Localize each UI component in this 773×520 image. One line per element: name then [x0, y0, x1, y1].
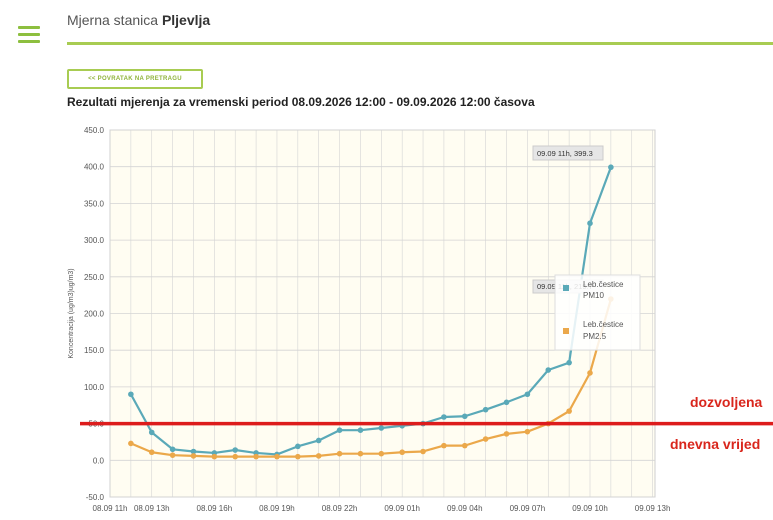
data-point [441, 414, 447, 420]
data-point [461, 442, 468, 449]
data-point [503, 431, 510, 437]
concentration-chart: -50.00.050.0100.0150.0200.0250.0300.0350… [68, 126, 773, 513]
y-tick-label: 100.0 [84, 383, 105, 392]
data-point [566, 359, 572, 366]
x-tick-label: 09.09 10h [572, 504, 608, 513]
y-tick-label: 300.0 [84, 236, 105, 245]
y-tick-label: 250.0 [84, 273, 105, 282]
limit-annotation-line2: dnevna vrijed [670, 436, 761, 452]
station-prefix: Mjerna stanica [67, 12, 159, 28]
x-tick-label: 09.09 07h [510, 504, 546, 513]
data-point [315, 453, 322, 459]
data-point [587, 370, 593, 376]
series-line-0 [129, 166, 612, 456]
data-point [148, 449, 155, 456]
legend-label: Leb.čestice [583, 320, 624, 329]
hamburger-menu-icon[interactable] [18, 26, 40, 44]
menu-bar [18, 26, 40, 29]
data-point [566, 408, 572, 414]
data-point [128, 440, 134, 447]
data-point [169, 452, 176, 458]
data-point [211, 453, 218, 460]
data-point [545, 367, 552, 373]
legend-box [554, 274, 641, 351]
data-point [315, 437, 322, 444]
station-name: Pljevlja [161, 12, 211, 28]
x-tick-label: 08.09 19h [259, 504, 295, 513]
legend-label: Leb.čestice [583, 280, 624, 289]
y-tick-label: 450.0 [84, 126, 105, 135]
y-tick-label: 150.0 [84, 346, 105, 355]
data-point [608, 164, 614, 171]
y-tick-label: -50.0 [86, 493, 105, 502]
data-point [420, 448, 426, 455]
data-point [336, 427, 343, 434]
x-tick-label: 09.09 13h [635, 504, 671, 513]
x-tick-label: 09.09 01h [384, 504, 420, 513]
y-tick-label: 0.0 [93, 456, 105, 465]
y-tick-label: 400.0 [84, 163, 105, 172]
menu-bar [18, 33, 40, 36]
limit-annotation-line1: dozvoljena [690, 394, 763, 410]
data-point [482, 436, 489, 442]
data-point [357, 427, 364, 434]
back-to-search-button[interactable]: << POVRATAK NA PRETRAGU [67, 69, 203, 89]
menu-bar [18, 40, 40, 43]
data-point [190, 453, 197, 459]
data-point [482, 406, 489, 413]
data-point [295, 443, 301, 450]
data-point [169, 446, 176, 453]
data-point [399, 449, 405, 456]
legend-swatch-pm10 [563, 285, 569, 291]
tooltip-box [532, 145, 604, 161]
data-point [336, 450, 343, 457]
data-point [378, 425, 385, 431]
x-tick-label: 08.09 11h [93, 504, 128, 513]
x-tick-label: 09.09 04h [447, 504, 483, 513]
y-tick-label: 200.0 [84, 310, 105, 319]
data-point [128, 391, 134, 398]
legend-label: PM10 [583, 291, 604, 300]
data-point [461, 413, 468, 420]
header-divider [67, 42, 773, 45]
data-point [253, 453, 259, 460]
station-title: Mjerna stanica Pljevlja [67, 12, 210, 28]
data-point [587, 220, 593, 227]
data-point [441, 442, 447, 449]
data-point [190, 448, 197, 455]
data-point [524, 428, 531, 435]
data-point [378, 450, 385, 457]
data-point [274, 453, 280, 460]
y-axis-label: Koncentracija (ug/m3)ug/m3) [68, 268, 75, 358]
x-tick-label: 08.09 13h [134, 504, 170, 513]
data-point [357, 450, 364, 457]
tooltip-text: 09.09 11h, 399.3 [537, 149, 593, 158]
results-title: Rezultati mjerenja za vremenski period 0… [67, 95, 535, 109]
data-point [232, 447, 239, 453]
x-tick-label: 08.09 22h [322, 504, 358, 513]
data-point [295, 453, 301, 460]
series-line-1 [130, 298, 612, 458]
data-point [524, 391, 531, 398]
data-point [232, 453, 239, 460]
x-tick-label: 08.09 16h [197, 504, 233, 513]
y-tick-label: 350.0 [84, 199, 105, 208]
data-point [503, 399, 510, 406]
legend-swatch-pm25 [563, 328, 569, 334]
data-point [148, 429, 155, 436]
legend-label: PM2.5 [583, 332, 607, 341]
